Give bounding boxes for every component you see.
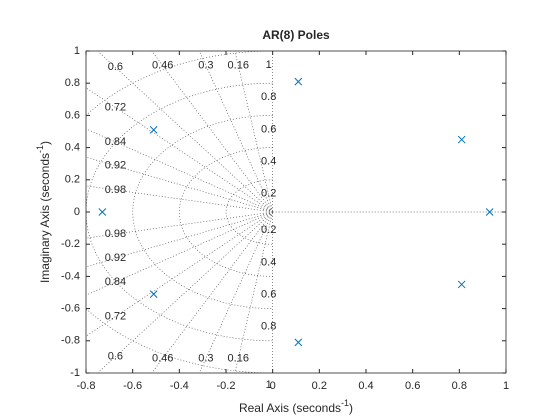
- x-tick-label: 0.8: [452, 380, 467, 392]
- y-tick-label: -0.8: [61, 335, 80, 347]
- x-axis-label: Real Axis (seconds-1): [239, 398, 353, 415]
- y-tick-label: 1: [74, 45, 80, 57]
- damping-label: 0.72: [105, 310, 126, 322]
- damping-label: 0.84: [105, 136, 126, 148]
- chart-title: AR(8) Poles: [262, 28, 330, 42]
- damping-label: 0.16: [228, 59, 249, 71]
- frequency-label: 1: [266, 379, 272, 391]
- frequency-label: 0.6: [261, 289, 276, 301]
- damping-line: [97, 51, 273, 213]
- y-tick-label: 0.2: [65, 174, 80, 186]
- pole-marker: [457, 280, 466, 289]
- y-tick-label: -0.6: [61, 303, 80, 315]
- pole-marker: [294, 338, 303, 347]
- damping-label: 0.92: [105, 160, 126, 172]
- x-axis-label-text: Real Axis (seconds: [239, 401, 341, 415]
- x-tick-label: 0: [270, 380, 276, 392]
- x-tick-label: -0.6: [123, 380, 142, 392]
- pole-marker: [98, 208, 107, 216]
- damping-label: 0.6: [108, 61, 123, 73]
- damping-label: 0.46: [152, 59, 173, 71]
- y-tick-label: -0.2: [61, 238, 80, 250]
- frequency-label: 0.2: [261, 224, 276, 236]
- y-tick-label: 0.6: [65, 109, 80, 121]
- frequency-label: 0.4: [261, 256, 276, 268]
- frequency-label: 1: [266, 59, 272, 71]
- pole-marker: [485, 208, 494, 216]
- damping-label: 0.3: [198, 352, 213, 364]
- y-tick-label: 0.4: [65, 142, 80, 154]
- y-axis-label: Imaginary Axis (seconds-1): [35, 141, 52, 283]
- pole-marker: [149, 126, 158, 134]
- x-tick-label: 0.2: [312, 380, 327, 392]
- x-tick-label: -0.8: [77, 380, 96, 392]
- damping-label: 0.3: [198, 59, 213, 71]
- x-tick-label: 0.6: [405, 380, 420, 392]
- damping-label: 0.84: [105, 276, 126, 288]
- frequency-label: 0.8: [261, 91, 276, 103]
- y-tick-label: 0: [74, 206, 80, 218]
- x-tick-label: 1: [503, 380, 509, 392]
- y-tick-label: 0.8: [65, 77, 80, 89]
- x-axis-label-end: ): [349, 401, 353, 415]
- frequency-label: 0.6: [261, 123, 276, 135]
- y-tick-label: -0.4: [61, 270, 80, 282]
- x-tick-label: -0.4: [170, 380, 189, 392]
- plot-area: [86, 51, 506, 373]
- x-tick-label: -0.2: [217, 380, 236, 392]
- damping-label: 0.92: [105, 252, 126, 264]
- y-axis-label-end: ): [38, 141, 52, 145]
- frequency-label: 0.2: [261, 188, 276, 200]
- damping-label: 0.98: [105, 228, 126, 240]
- y-tick-label: -1: [70, 367, 80, 379]
- x-tick-label: 0.4: [358, 380, 373, 392]
- damping-line: [234, 211, 274, 373]
- frequency-arc: [179, 147, 273, 277]
- damping-label: 0.46: [152, 352, 173, 364]
- damping-line: [97, 211, 273, 373]
- frequency-label: 0.4: [261, 156, 276, 168]
- frequency-label: 0.8: [261, 321, 276, 333]
- damping-label: 0.16: [228, 352, 249, 364]
- pole-marker: [294, 77, 303, 86]
- y-axis-label-text: Imaginary Axis (seconds: [38, 153, 52, 283]
- y-axis-label-sup: -1: [35, 145, 45, 153]
- damping-line: [234, 51, 274, 213]
- damping-label: 0.98: [105, 184, 126, 196]
- damping-line: [86, 185, 273, 213]
- pole-marker: [149, 290, 158, 298]
- damping-line: [86, 211, 273, 239]
- frequency-arc: [86, 51, 273, 373]
- pole-marker: [457, 135, 466, 144]
- x-axis-label-sup: -1: [341, 398, 349, 408]
- damping-label: 0.6: [108, 351, 123, 363]
- damping-label: 0.72: [105, 101, 126, 113]
